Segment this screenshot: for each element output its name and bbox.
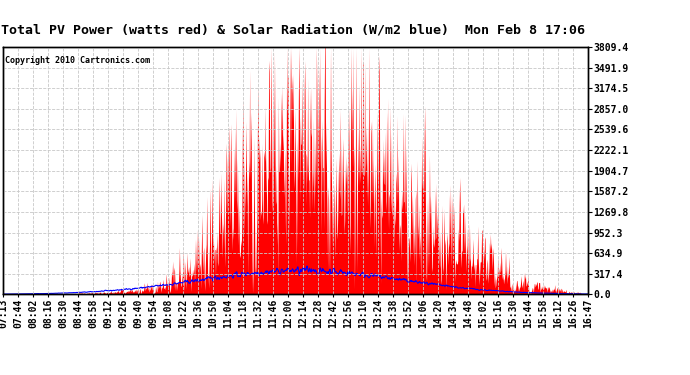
Text: Copyright 2010 Cartronics.com: Copyright 2010 Cartronics.com [6, 56, 150, 64]
Text: Total PV Power (watts red) & Solar Radiation (W/m2 blue)  Mon Feb 8 17:06: Total PV Power (watts red) & Solar Radia… [1, 23, 585, 36]
